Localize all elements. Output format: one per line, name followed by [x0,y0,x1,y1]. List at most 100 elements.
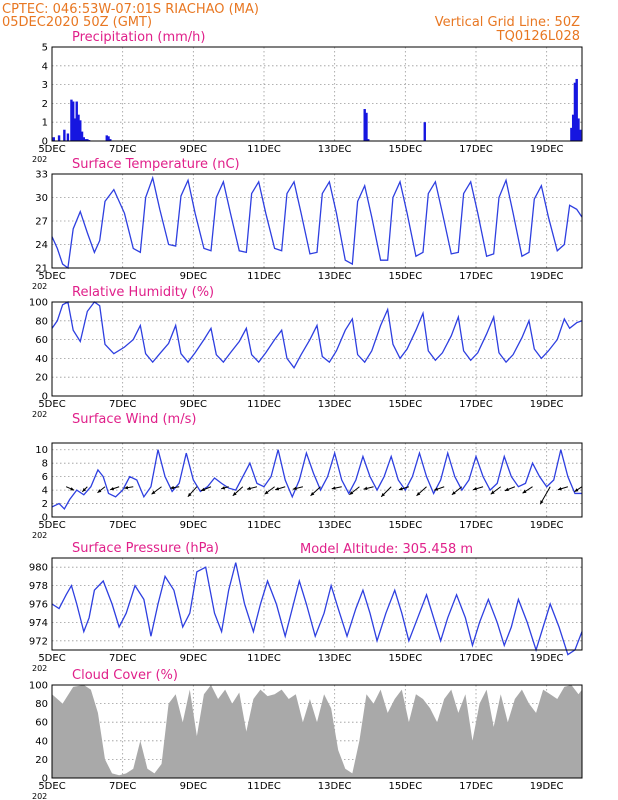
x-tick-label: 13DEC [318,781,352,792]
y-tick-label: 20 [35,755,48,766]
precip-bar [70,99,73,141]
wind-arrow-head [574,488,579,492]
wind-arrow-head [110,486,115,491]
wind-arrow-head [246,486,251,491]
x-tick-label: 11DEC [247,781,281,792]
panel-title: Relative Humidity (%) [72,285,214,300]
x-tick-label: 13DEC [318,271,352,282]
x-tick-label: 9DEC [180,271,207,282]
x-year-stub: 202 [32,531,47,540]
panel-frame [51,684,583,779]
x-tick-label: 5DEC [38,399,65,410]
x-tick-label: 13DEC [318,520,352,531]
x-tick-label: 17DEC [459,520,493,531]
y-tick-label: 10 [35,445,48,456]
x-tick-label: 5DEC [38,653,65,664]
model-altitude: Model Altitude: 305.458 m [300,542,473,557]
wind-arrow-head [232,492,237,496]
x-year-stub: 202 [32,664,47,673]
x-tick-label: 19DEC [530,144,564,155]
x-tick-label: 11DEC [247,271,281,282]
y-tick-label: 2 [42,499,48,510]
x-tick-label: 13DEC [318,399,352,410]
x-tick-label: 5DEC [38,520,65,531]
precip-bar [66,133,70,141]
x-tick-label: 15DEC [388,399,422,410]
wind-arrow-head [264,490,269,495]
cloud-cover-area [52,685,582,778]
panel-title: Cloud Cover (%) [72,668,178,683]
y-tick-label: 5 [42,43,48,54]
wind-arrow-head [434,487,439,491]
x-tick-label: 9DEC [180,781,207,792]
wind-arrow-head [151,490,156,495]
x-tick-label: 17DEC [459,653,493,664]
wind-arrow-head [310,492,315,496]
x-tick-label: 7DEC [109,271,136,282]
y-tick-label: 24 [35,240,48,251]
x-year-stub: 202 [32,282,47,291]
wind-arrow-head [490,490,495,495]
precip-bar [577,118,580,141]
y-tick-label: 20 [35,373,48,384]
x-tick-label: 19DEC [530,653,564,664]
y-tick-label: 60 [35,718,48,729]
wind-arrow-head [451,491,456,495]
header-line1-left: CPTEC: 046:53W-07:01S RIACHAO (MA) [2,2,259,17]
panel-5: 972 974 976 978 980 5DEC 7DEC 9DEC 11DEC 13DEC 15D… [29,541,583,673]
x-tick-label: 11DEC [247,399,281,410]
precip-bar [573,82,577,141]
x-tick-label: 15DEC [388,520,422,531]
y-tick-label: 4 [42,486,48,497]
x-tick-label: 15DEC [388,271,422,282]
wind-arrow-head [381,492,385,497]
wind-arrow-head [275,487,280,491]
wind-arrow-head [124,485,129,490]
x-year-stub: 202 [32,155,47,164]
x-tick-label: 9DEC [180,144,207,155]
panel-frame [51,46,583,142]
precip-bar [57,135,61,141]
y-tick-label: 3 [42,80,48,91]
panel-title: Surface Wind (m/s) [72,412,196,427]
panel-frame [51,557,583,651]
x-tick-label: 15DEC [388,781,422,792]
series-line [51,175,583,270]
x-tick-label: 15DEC [388,144,422,155]
x-tick-label: 9DEC [180,399,207,410]
series-line [51,449,582,510]
series-line [51,562,583,656]
precip-bar [105,135,108,141]
precip-bar [575,78,578,141]
precip-bar [82,137,85,141]
precip-bar [363,109,366,141]
y-tick-label: 6 [42,472,48,483]
y-tick-label: 40 [35,354,48,365]
panels: 0 1 2 3 4 5 5DEC 7DEC 9DEC 11DEC 13DEC 15DEC 17DEC 19… [29,30,583,800]
y-tick-label: 974 [29,618,48,629]
precip-bar [80,131,84,141]
y-tick-label: 33 [35,170,48,181]
y-tick-label: 100 [29,298,48,309]
wind-arrow-head [292,486,297,491]
wind-arrow-head [70,487,75,491]
y-tick-label: 2 [42,99,48,110]
y-tick-label: 1 [42,118,48,129]
x-tick-label: 17DEC [459,781,493,792]
x-tick-label: 19DEC [530,520,564,531]
y-tick-label: 976 [29,600,48,611]
x-tick-label: 19DEC [530,399,564,410]
panel-title: Surface Temperature (nC) [72,157,240,172]
x-tick-label: 19DEC [530,781,564,792]
y-tick-label: 0 [42,392,48,403]
wind-arrow-head [416,492,421,496]
precip-bar [109,139,112,141]
x-tick-label: 7DEC [109,653,136,664]
panel-1: 0 1 2 3 4 5 5DEC 7DEC 9DEC 11DEC 13DEC 15DEC 17DEC 19… [32,30,583,164]
x-tick-label: 7DEC [109,520,136,531]
precip-bar [107,136,110,141]
wind-arrow-head [398,487,403,491]
panel-6: 0 20 40 60 80 100 5DEC 7DEC 9DEC 11DEC 13DEC 15DEC 1… [29,668,583,800]
panel-2: 21 24 27 30 33 5DEC 7DEC 9DEC 11DEC 13DEC 15DEC 17D… [32,157,583,291]
